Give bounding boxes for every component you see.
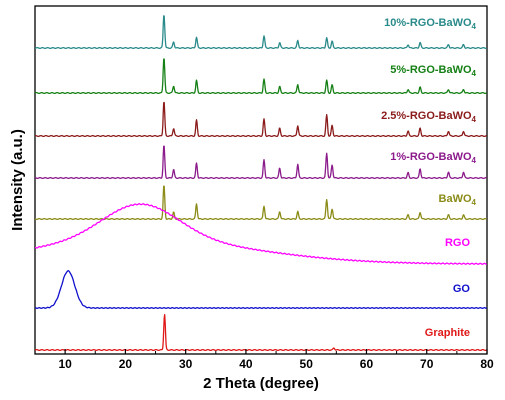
- series-line-bawo4: [34, 185, 488, 221]
- series-label-5pct-rgo-bawo4: 5%-RGO-BaWO4: [390, 64, 476, 78]
- series-label-1pct-rgo-bawo4: 1%-RGO-BaWO4: [390, 151, 476, 165]
- x-tick-label-80: 80: [480, 357, 494, 371]
- x-tick-label-10: 10: [58, 357, 72, 371]
- series-line-10pct-rgo-bawo4: [34, 15, 488, 50]
- series-label-graphite: Graphite: [425, 327, 470, 339]
- x-tick-label-20: 20: [119, 357, 133, 371]
- series-layer: [34, 15, 488, 352]
- x-tick-label-50: 50: [300, 357, 314, 371]
- x-axis: 10 20 30 40 50 60 70 80: [34, 349, 494, 371]
- series-line-2-5pct-rgo-bawo4: [34, 101, 487, 138]
- series-line-rgo: [34, 203, 487, 265]
- x-tick-label-60: 60: [360, 357, 374, 371]
- series-label-layer: 10%-RGO-BaWO4 5%-RGO-BaWO4 2.5%-RGO-BaWO4 1…: [381, 17, 476, 339]
- x-tick-label-70: 70: [420, 357, 434, 371]
- series-label-10pct-rgo-bawo4: 10%-RGO-BaWO4: [384, 17, 476, 31]
- series-line-graphite: [34, 313, 488, 352]
- x-tick-label-30: 30: [179, 357, 193, 371]
- series-line-5pct-rgo-bawo4: [34, 58, 488, 95]
- series-line-go: [34, 269, 487, 310]
- series-label-2-5pct-rgo-bawo4: 2.5%-RGO-BaWO4: [381, 110, 476, 124]
- series-label-go: GO: [453, 283, 471, 295]
- series-label-bawo4: BaWO4: [439, 193, 477, 207]
- x-tick-label-40: 40: [239, 357, 253, 371]
- plot-frame: [34, 5, 488, 355]
- x-axis-title: 2 Theta (degree): [203, 375, 319, 392]
- series-label-rgo: RGO: [445, 237, 471, 249]
- series-line-1pct-rgo-bawo4: [34, 145, 487, 180]
- y-axis-title: Intensity (a.u.): [9, 129, 26, 231]
